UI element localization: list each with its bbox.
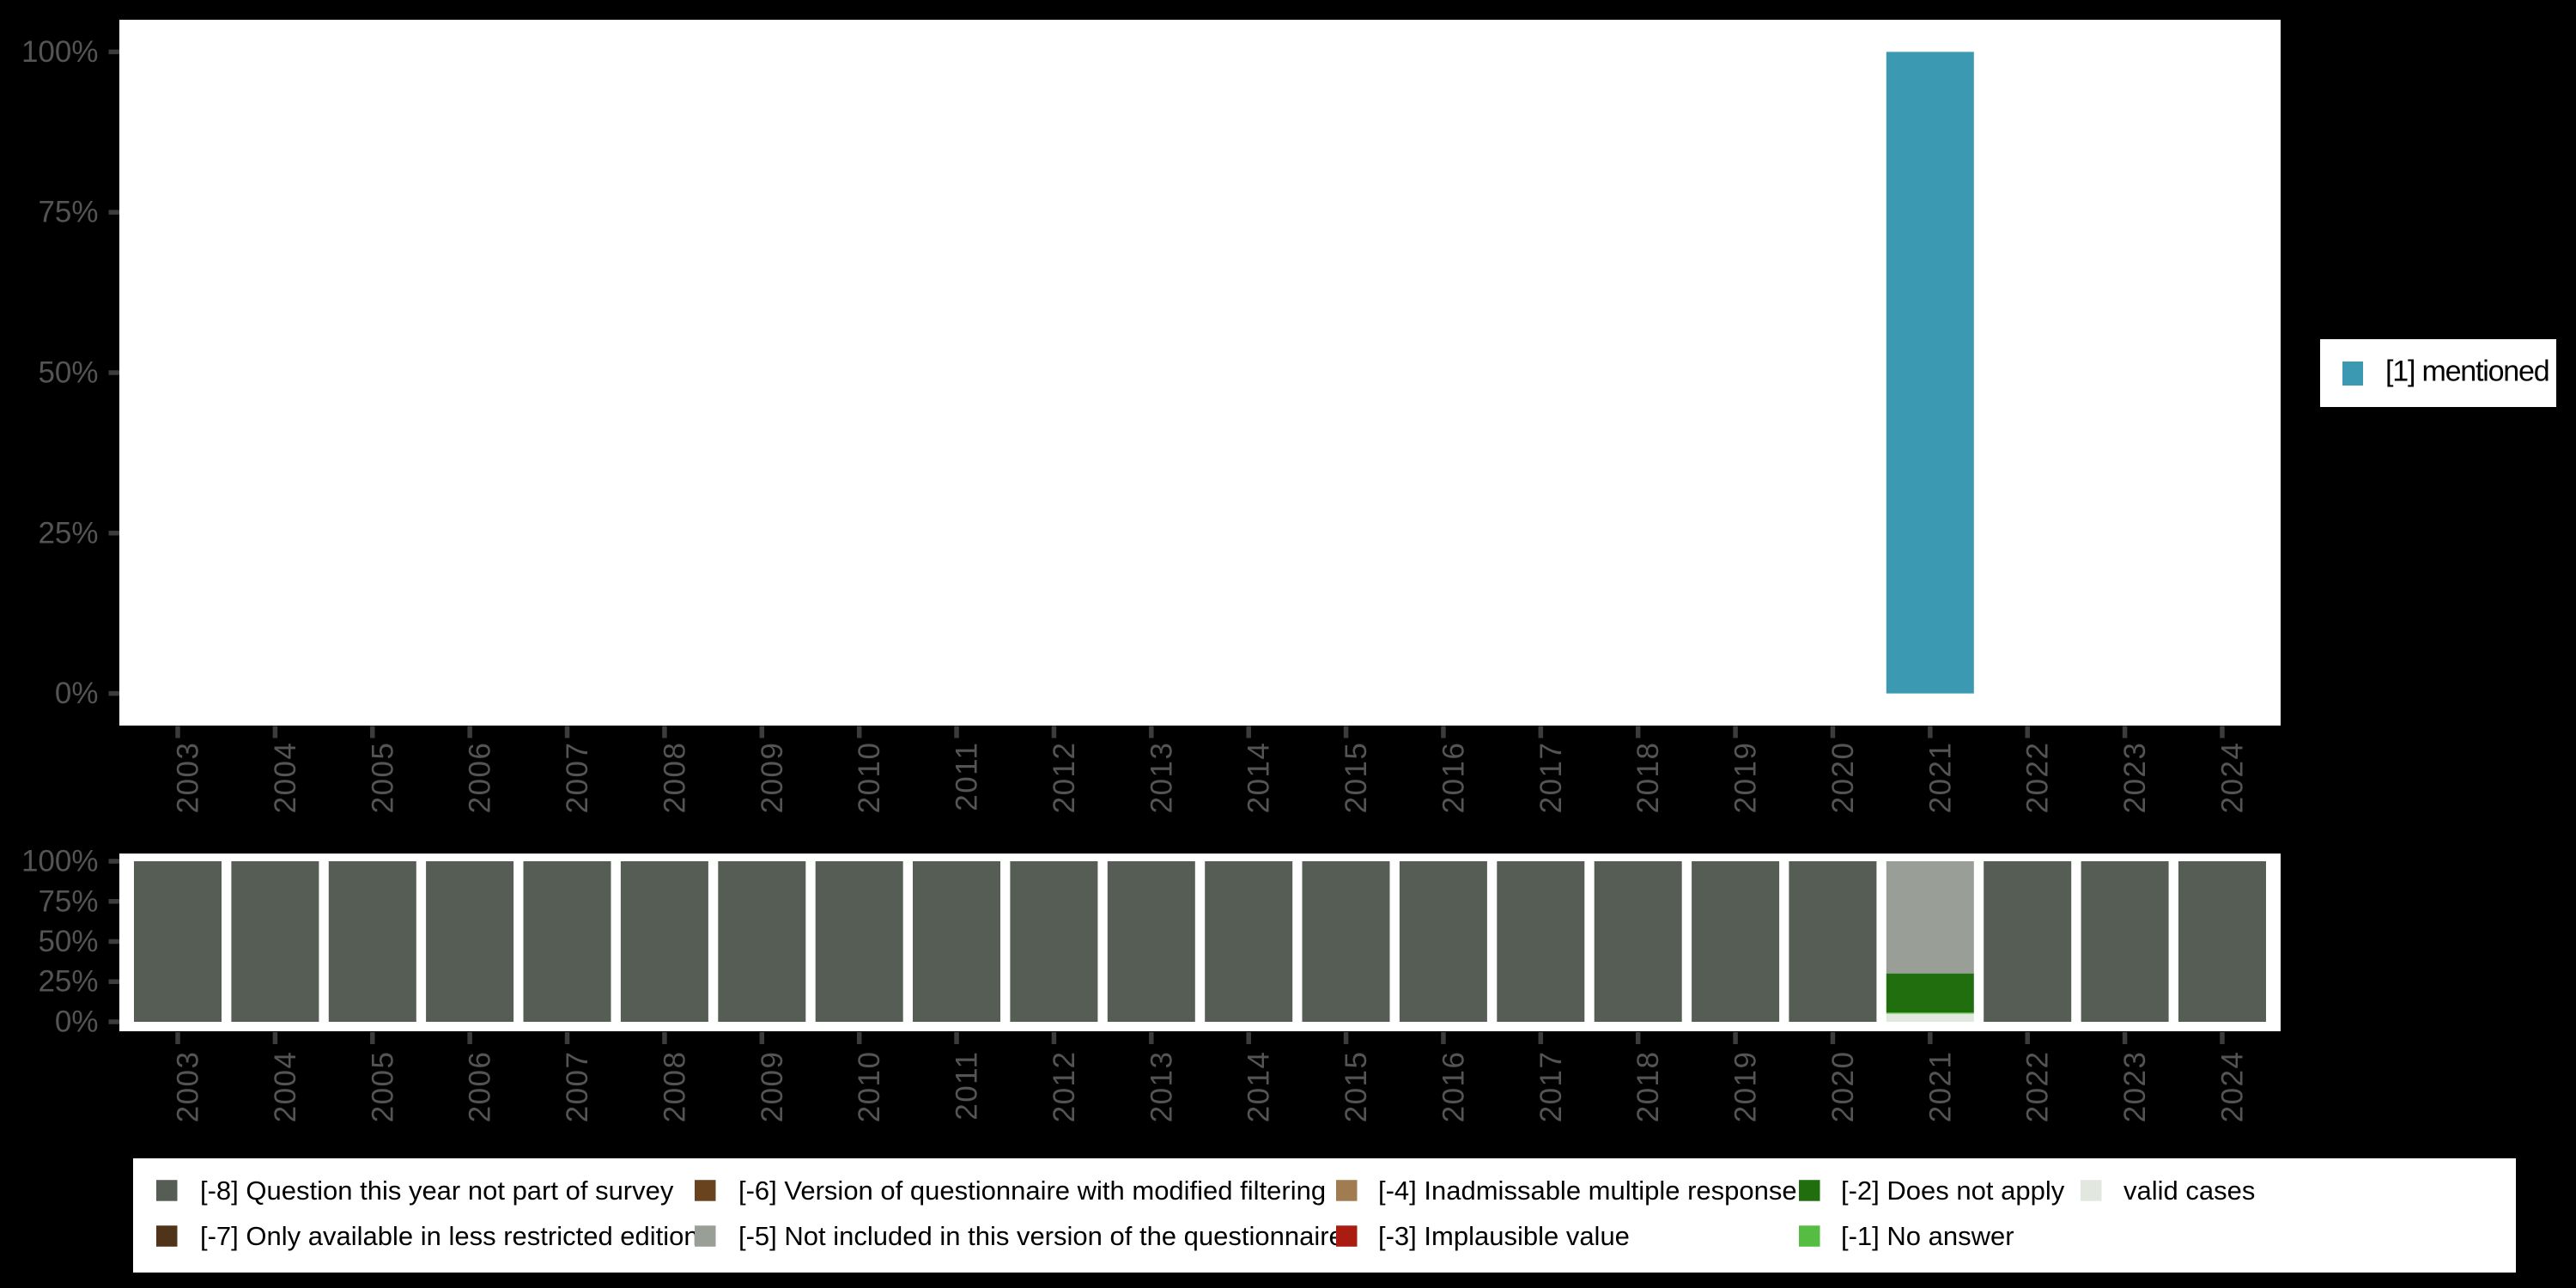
svg-text:2012: 2012 [1048, 742, 1081, 814]
svg-text:50%: 50% [38, 925, 98, 958]
svg-text:2005: 2005 [366, 742, 399, 814]
svg-text:[-8] Question this year not pa: [-8] Question this year not part of surv… [200, 1176, 674, 1206]
svg-text:2023: 2023 [2118, 1051, 2152, 1123]
svg-text:25%: 25% [38, 965, 98, 999]
svg-text:[-1] No answer: [-1] No answer [1841, 1221, 2014, 1251]
svg-text:2015: 2015 [1340, 742, 1373, 814]
svg-text:2007: 2007 [561, 1051, 594, 1123]
svg-text:2016: 2016 [1437, 1051, 1470, 1123]
svg-text:2022: 2022 [2021, 1051, 2055, 1123]
svg-text:25%: 25% [38, 516, 98, 550]
svg-text:2020: 2020 [1826, 1051, 1860, 1123]
svg-text:2017: 2017 [1534, 1051, 1568, 1123]
svg-text:2020: 2020 [1826, 742, 1860, 814]
svg-text:2005: 2005 [366, 1051, 399, 1123]
svg-text:2006: 2006 [464, 742, 497, 814]
svg-text:[-2] Does not apply: [-2] Does not apply [1841, 1176, 2065, 1206]
svg-text:2024: 2024 [2216, 1051, 2250, 1123]
svg-text:2009: 2009 [756, 1051, 789, 1123]
svg-text:2018: 2018 [1631, 742, 1665, 814]
svg-text:2021: 2021 [1923, 1051, 1957, 1123]
svg-text:2010: 2010 [853, 1051, 886, 1123]
svg-text:2014: 2014 [1242, 1051, 1276, 1123]
svg-text:2011: 2011 [951, 1051, 984, 1121]
svg-text:100%: 100% [21, 845, 99, 878]
svg-text:2016: 2016 [1437, 742, 1470, 814]
svg-text:50%: 50% [38, 356, 98, 390]
svg-text:2003: 2003 [172, 742, 205, 814]
svg-text:2013: 2013 [1145, 1051, 1178, 1123]
svg-text:[-7] Only available in less re: [-7] Only available in less restricted e… [200, 1221, 699, 1251]
svg-text:valid cases: valid cases [2123, 1176, 2255, 1206]
svg-text:2019: 2019 [1729, 742, 1763, 814]
svg-text:[-5] Not included in this vers: [-5] Not included in this version of the… [738, 1221, 1344, 1251]
svg-text:75%: 75% [38, 884, 98, 918]
svg-text:2021: 2021 [1923, 742, 1957, 814]
svg-text:[-3] Implausible value: [-3] Implausible value [1378, 1221, 1630, 1251]
svg-text:2008: 2008 [658, 1051, 691, 1123]
svg-text:75%: 75% [38, 196, 98, 229]
svg-text:2017: 2017 [1534, 742, 1568, 814]
svg-text:2008: 2008 [658, 742, 691, 814]
svg-text:2024: 2024 [2216, 742, 2250, 814]
svg-text:100%: 100% [21, 35, 99, 69]
svg-text:0%: 0% [55, 1005, 99, 1039]
svg-text:2007: 2007 [561, 742, 594, 814]
svg-text:[1] mentioned: [1] mentioned [2385, 355, 2549, 388]
svg-text:2003: 2003 [172, 1051, 205, 1123]
svg-text:2004: 2004 [269, 1051, 302, 1123]
svg-text:2009: 2009 [756, 742, 789, 814]
svg-text:2023: 2023 [2118, 742, 2152, 814]
svg-text:2011: 2011 [951, 742, 984, 811]
svg-text:2013: 2013 [1145, 742, 1178, 814]
svg-text:[-6] Version of questionnaire: [-6] Version of questionnaire with modif… [738, 1176, 1326, 1206]
svg-text:2019: 2019 [1729, 1051, 1763, 1123]
svg-text:[-4] Inadmissable multiple res: [-4] Inadmissable multiple response [1378, 1176, 1797, 1206]
svg-text:2004: 2004 [269, 742, 302, 814]
svg-text:2010: 2010 [853, 742, 886, 814]
svg-text:0%: 0% [55, 677, 99, 710]
svg-text:2022: 2022 [2021, 742, 2055, 814]
svg-text:2006: 2006 [464, 1051, 497, 1123]
svg-text:2018: 2018 [1631, 1051, 1665, 1123]
svg-text:2014: 2014 [1242, 742, 1276, 814]
svg-text:2015: 2015 [1340, 1051, 1373, 1123]
svg-text:2012: 2012 [1048, 1051, 1081, 1123]
